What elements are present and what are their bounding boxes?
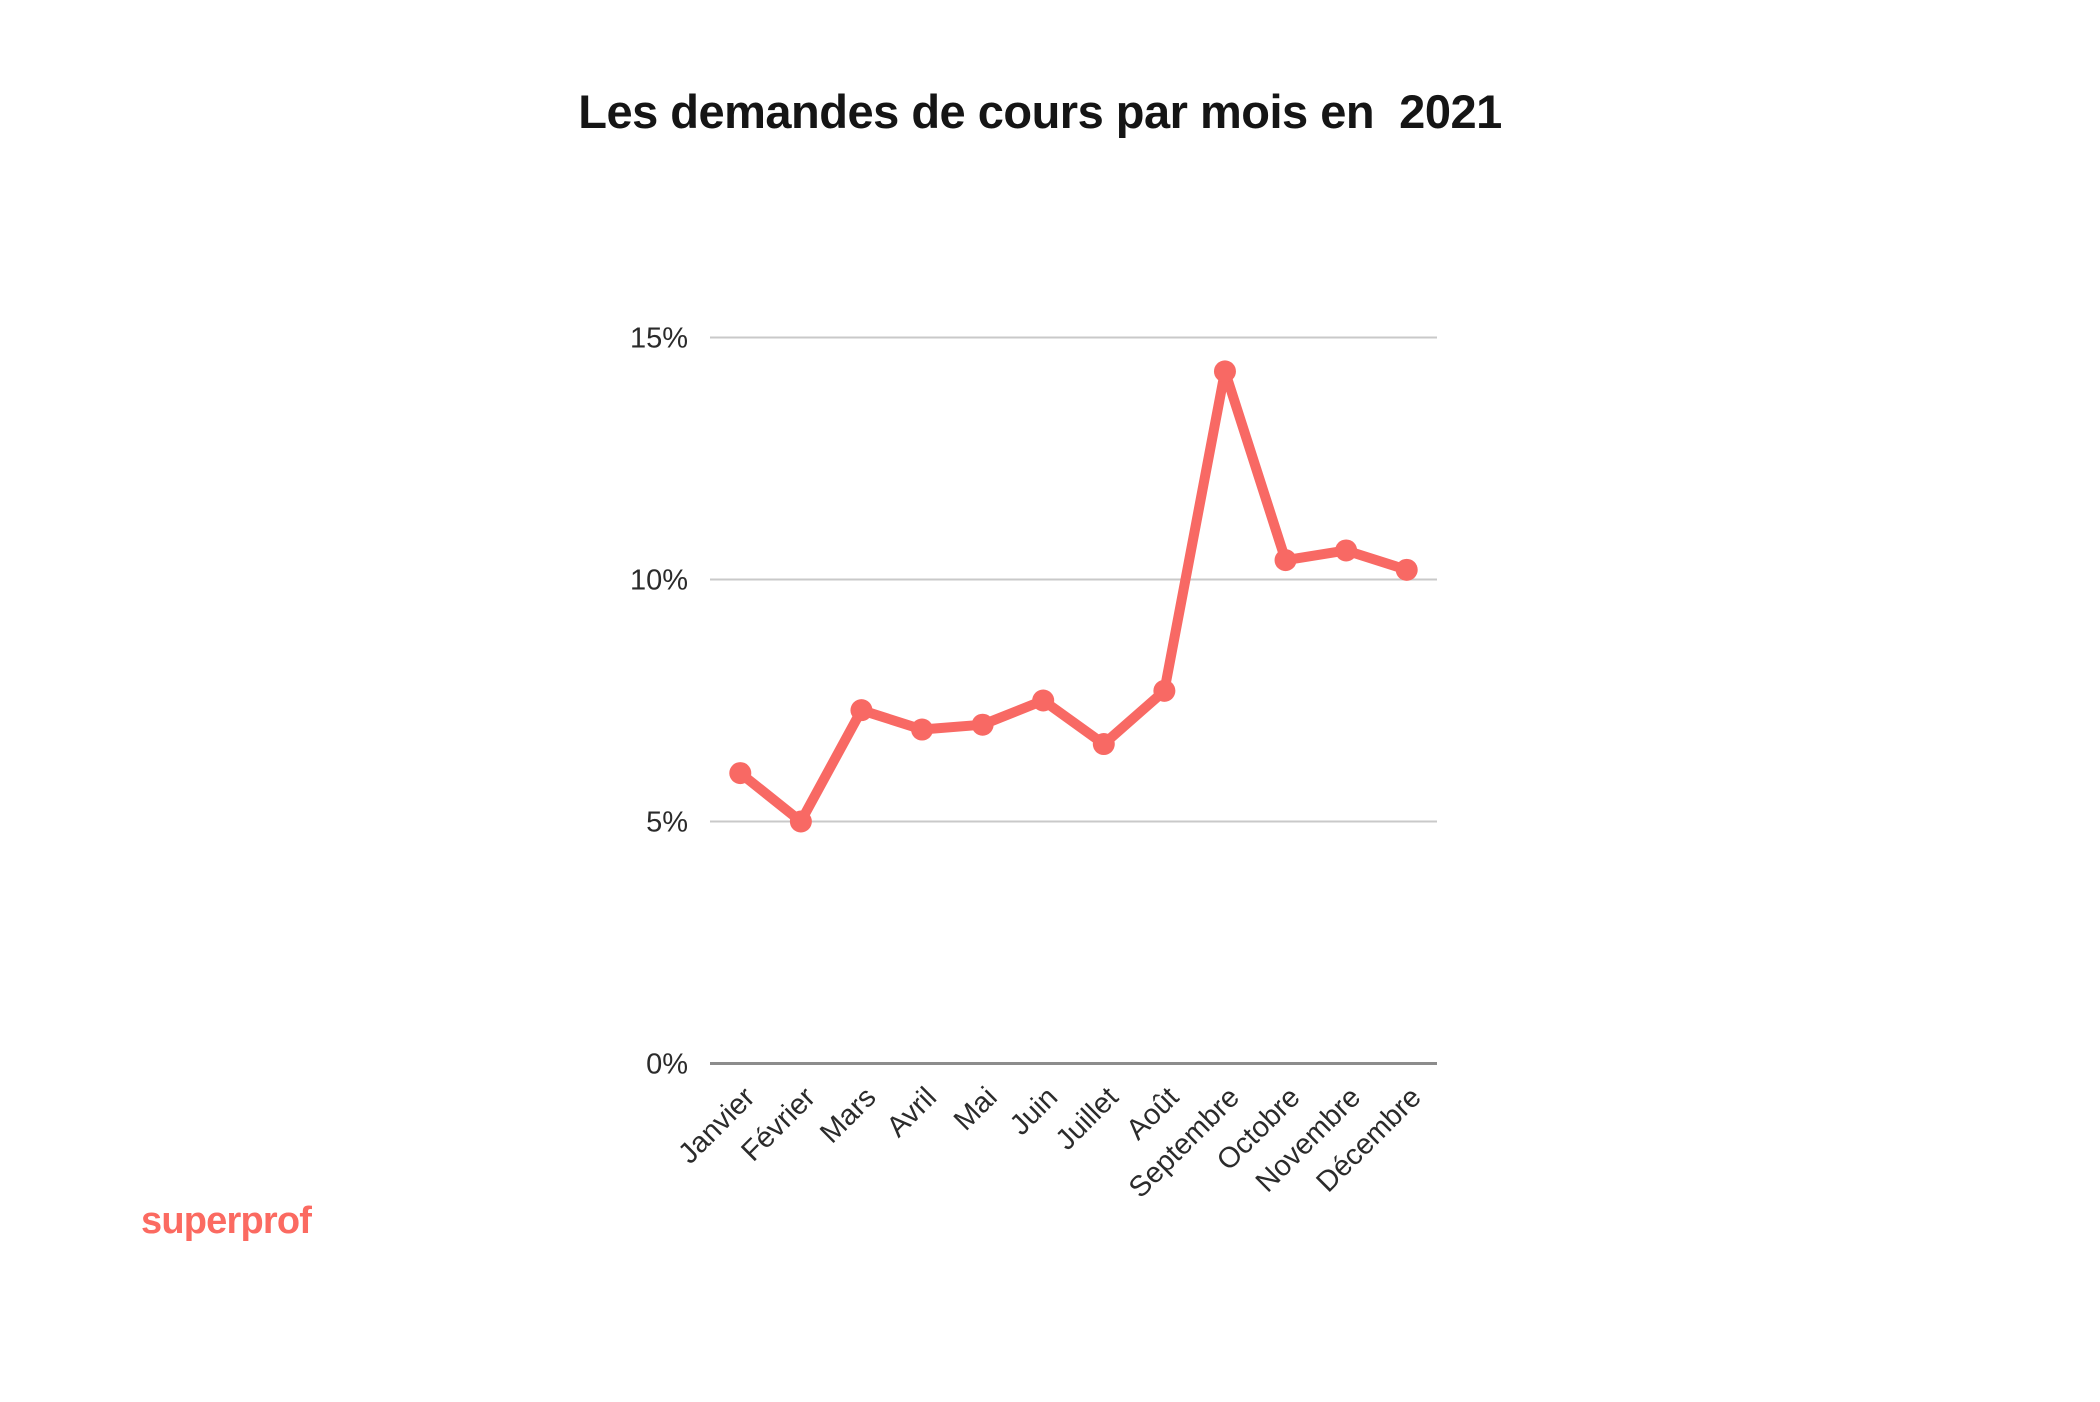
y-axis-label: 15% [630,323,688,355]
superprof-logo: superprof [141,1200,312,1242]
data-point-10 [1335,539,1358,562]
data-point-11 [1395,558,1418,581]
x-axis-label: Mars [814,1081,882,1149]
y-axis-label: 10% [630,565,688,597]
data-line [735,366,1412,827]
y-axis-label: 5% [646,807,688,839]
data-point-8 [1213,360,1236,383]
data-point-5 [1032,689,1055,712]
chart-title: Les demandes de cours par mois en 2021 [578,85,1502,138]
x-axis-label: Avril [881,1081,943,1143]
data-point-7 [1153,679,1176,702]
data-point-6 [1092,733,1115,756]
x-axis-label: Juillet [1050,1081,1125,1156]
data-point-9 [1274,549,1297,572]
data-point-3 [911,718,934,741]
y-axis-label: 0% [646,1049,688,1081]
data-point-2 [850,699,873,722]
data-point-0 [729,762,752,785]
data-point-1 [789,810,812,833]
x-axis-label: Mai [948,1081,1004,1137]
data-point-4 [971,713,994,736]
